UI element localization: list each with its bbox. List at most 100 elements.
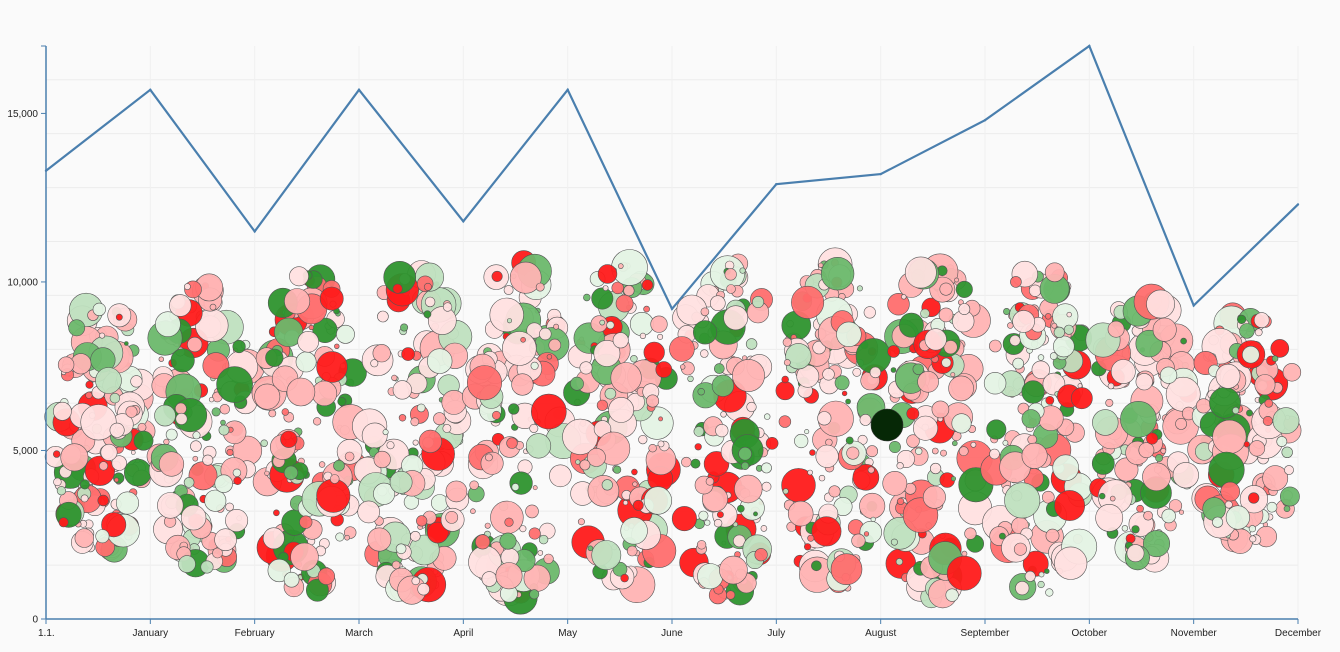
bubble-point bbox=[1155, 454, 1163, 462]
bubble-point bbox=[1120, 400, 1157, 438]
bubble-point bbox=[587, 447, 606, 467]
bubble-point bbox=[1276, 436, 1288, 447]
bubble-point bbox=[717, 511, 724, 518]
bubble-point bbox=[1262, 415, 1273, 426]
bubble-point bbox=[165, 428, 178, 441]
bubble-point bbox=[1242, 345, 1260, 364]
bubble-point bbox=[1208, 451, 1245, 488]
bubble-point bbox=[289, 266, 309, 287]
bubble-point bbox=[648, 444, 657, 453]
bubble-point bbox=[943, 340, 958, 355]
bubble-point bbox=[1044, 313, 1052, 320]
bubble-point bbox=[283, 571, 300, 588]
bubble-point bbox=[175, 412, 188, 425]
x-tick-label: February bbox=[235, 628, 275, 639]
bubble-point bbox=[657, 440, 665, 448]
bubble-point bbox=[391, 560, 401, 570]
bubble-point bbox=[1003, 307, 1011, 315]
bubble-point bbox=[274, 317, 304, 347]
bubble-point bbox=[611, 249, 648, 286]
bubble-point bbox=[1009, 334, 1021, 347]
bubble-point bbox=[938, 307, 954, 323]
bubble-point bbox=[52, 450, 61, 458]
bubble-point bbox=[433, 412, 446, 426]
bubble-point bbox=[562, 418, 599, 455]
bubble-point bbox=[538, 534, 549, 545]
bubble-point bbox=[804, 429, 810, 435]
bubble-point bbox=[1284, 465, 1294, 475]
bubble-point bbox=[912, 363, 924, 375]
bubble-point bbox=[1092, 409, 1119, 436]
bubble-point bbox=[1002, 439, 1009, 446]
bubble-point bbox=[610, 362, 642, 394]
bubble-point bbox=[308, 324, 314, 331]
bubble-point bbox=[1160, 447, 1167, 454]
series-point bbox=[462, 220, 465, 223]
bubble-point bbox=[506, 437, 518, 449]
bubble-point bbox=[233, 476, 242, 485]
bubble-point bbox=[1027, 434, 1037, 445]
bubble-point bbox=[445, 480, 468, 503]
bubble-point bbox=[1012, 357, 1025, 370]
bubble-point bbox=[92, 302, 106, 317]
bubble-point bbox=[781, 375, 789, 384]
bubble-point bbox=[951, 413, 972, 434]
bubble-point bbox=[951, 440, 958, 447]
bubble-point bbox=[316, 351, 348, 383]
series-point bbox=[670, 307, 674, 311]
bubble-point bbox=[1095, 504, 1124, 532]
bubble-point bbox=[484, 453, 493, 462]
bubble-point bbox=[929, 462, 942, 475]
bubble-point bbox=[1077, 383, 1083, 389]
bubble-point bbox=[508, 403, 520, 415]
bubble-point bbox=[382, 429, 389, 436]
bubble-point bbox=[931, 400, 950, 419]
bubble-point bbox=[726, 284, 736, 294]
bubble-point bbox=[370, 359, 379, 368]
bubble-point bbox=[639, 332, 647, 340]
bubble-point bbox=[696, 540, 707, 550]
bubble-point bbox=[80, 494, 89, 503]
bubble-point bbox=[469, 480, 479, 490]
bubble-point bbox=[906, 434, 920, 448]
bubble-point bbox=[1135, 373, 1153, 391]
bubble-point bbox=[1243, 441, 1250, 448]
bubble-point bbox=[280, 430, 298, 448]
bubble-cluster bbox=[775, 247, 892, 593]
y-tick-label: 10,000 bbox=[7, 277, 38, 288]
bubble-point bbox=[1280, 486, 1300, 507]
bubble-point bbox=[519, 525, 527, 533]
bubble-point bbox=[896, 462, 904, 470]
bubble-point bbox=[281, 408, 289, 416]
bubble-point bbox=[579, 459, 591, 471]
bubble-point bbox=[1021, 442, 1048, 469]
bubble-point bbox=[946, 555, 982, 591]
bubble-point bbox=[337, 396, 347, 406]
bubble-point bbox=[392, 380, 412, 400]
bubble-point bbox=[845, 436, 854, 445]
bubble-point bbox=[79, 479, 90, 490]
bubble-point bbox=[529, 589, 540, 600]
bubble-point bbox=[116, 491, 140, 515]
bubble-point bbox=[732, 359, 765, 392]
bubble-point bbox=[679, 364, 686, 370]
bubble-point bbox=[583, 293, 591, 302]
bubble-point bbox=[599, 319, 606, 326]
bubble-point bbox=[856, 285, 863, 292]
bubble-point bbox=[787, 500, 814, 527]
bubble-point bbox=[445, 511, 459, 524]
bubble-point bbox=[373, 482, 396, 505]
bubble-point bbox=[475, 534, 491, 550]
bubble-point bbox=[1053, 335, 1075, 358]
bubble-point bbox=[818, 262, 824, 268]
bubble-point bbox=[1098, 492, 1106, 500]
bubble-point bbox=[97, 494, 109, 507]
bubble-point bbox=[719, 555, 748, 585]
bubble-point bbox=[612, 465, 622, 474]
bubble-point bbox=[426, 521, 449, 544]
bubble-point bbox=[694, 443, 702, 451]
bubble-point bbox=[958, 446, 969, 457]
bubble-point bbox=[1196, 398, 1212, 414]
bubble-point bbox=[1045, 395, 1055, 405]
